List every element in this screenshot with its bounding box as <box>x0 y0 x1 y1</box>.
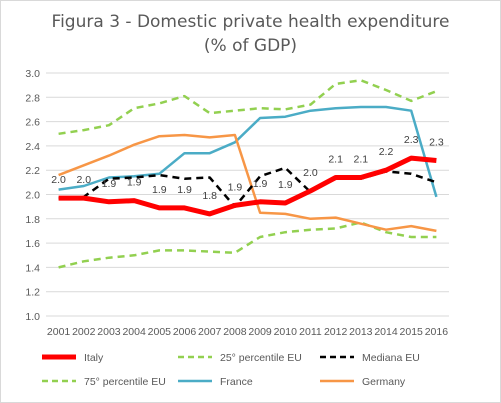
x-tick-label: 2014 <box>374 326 398 338</box>
x-tick-label: 2003 <box>97 326 121 338</box>
data-label: 1.8 <box>202 190 217 202</box>
series-line-3 <box>58 79 437 136</box>
x-tick-label: 2009 <box>248 326 272 338</box>
x-tick-label: 2008 <box>223 326 247 338</box>
series-line-1 <box>58 221 437 269</box>
y-tick-label: 3.0 <box>25 68 40 80</box>
legend: Italy 25° percentile EU Mediana EU 75° perc… <box>42 352 420 388</box>
y-tick-label: 2.4 <box>25 141 40 153</box>
data-label: 1.9 <box>278 179 293 191</box>
data-label: 2.1 <box>328 153 343 165</box>
data-label: 2.3 <box>404 134 419 146</box>
y-tick-label: 2.8 <box>25 92 40 104</box>
data-label: 2.2 <box>379 146 394 158</box>
legend-label: France <box>220 376 253 388</box>
gridlines <box>46 72 449 317</box>
series-line-0 <box>58 155 437 217</box>
series-line-5 <box>58 133 437 233</box>
legend-label: 75° percentile EU <box>84 376 166 388</box>
x-tick-label: 2007 <box>198 326 222 338</box>
data-label: 1.9 <box>177 184 192 196</box>
x-tick-label: 2013 <box>349 326 373 338</box>
data-label: 2.0 <box>51 174 66 186</box>
y-tick-label: 2.2 <box>25 165 40 177</box>
legend-label: Italy <box>84 352 104 364</box>
series-line-4 <box>58 105 438 198</box>
x-axis: 2001 2002 2003 2004 2005 2006 2007 2008 2009 2010… <box>47 326 448 338</box>
x-tick-label: 2001 <box>47 326 71 338</box>
y-tick-label: 1.2 <box>25 287 40 299</box>
x-tick-label: 2015 <box>400 326 424 338</box>
data-label: 2.3 <box>429 136 444 148</box>
y-tick-label: 2.6 <box>25 117 40 129</box>
chart-subtitle: (% of GDP) <box>203 36 298 56</box>
y-tick-label: 1.4 <box>25 262 40 274</box>
y-tick-label: 1.8 <box>25 214 40 226</box>
x-tick-label: 2002 <box>72 326 96 338</box>
y-tick-label: 1.6 <box>25 238 40 250</box>
data-label: 1.9 <box>253 178 268 190</box>
data-label: 2.0 <box>303 167 318 179</box>
data-label: 1.9 <box>127 177 142 189</box>
x-tick-label: 2012 <box>324 326 348 338</box>
x-tick-label: 2004 <box>122 326 146 338</box>
series-lines <box>58 79 438 269</box>
data-label: 1.9 <box>228 181 243 193</box>
legend-label: Germany <box>362 376 406 388</box>
data-label: 2.1 <box>354 153 369 165</box>
legend-label: Mediana EU <box>362 352 420 364</box>
x-tick-label: 2016 <box>425 326 449 338</box>
x-tick-label: 2006 <box>173 326 197 338</box>
x-tick-label: 2005 <box>148 326 172 338</box>
y-tick-label: 2.0 <box>25 190 40 202</box>
data-label: 1.9 <box>102 178 117 190</box>
legend-label: 25° percentile EU <box>220 352 302 364</box>
chart-title: Figura 3 - Domestic private health expen… <box>51 12 450 32</box>
x-tick-label: 2011 <box>299 326 322 338</box>
y-tick-label: 1.0 <box>25 311 40 323</box>
data-label: 2.0 <box>76 174 91 186</box>
y-axis: 1.0 1.2 1.4 1.6 1.8 2.0 2.2 2.4 2.6 2.8 3.0 <box>25 68 40 323</box>
data-label: 1.9 <box>152 184 167 196</box>
x-tick-label: 2010 <box>274 326 298 338</box>
data-labels: 2.0 2.0 1.9 1.9 1.9 1.9 1.8 1.9 1.9 1.9 2.0 2.1 2.1 2… <box>51 134 444 202</box>
